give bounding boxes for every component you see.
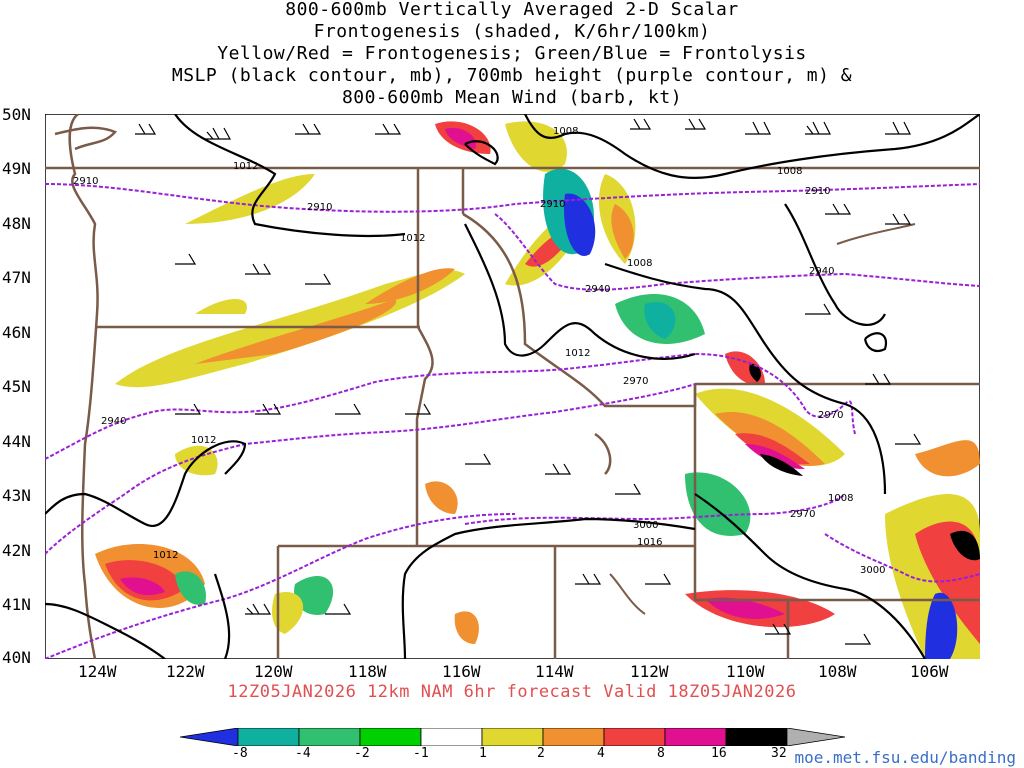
lat-label-47n: 47N [2,268,31,287]
colorbar-label-1: -8 [232,746,248,761]
mslp-label-8: 1012 [153,550,178,561]
colorbar-cell [603,728,666,746]
lat-label-46n: 46N [2,323,31,342]
height-label-11: 3000 [633,520,658,531]
height-label-9: 2970 [818,410,843,421]
colorbar-cell [298,728,361,746]
lon-label-124w: 124W [78,662,117,681]
title-line-5: 800-600mb Mean Wind (barb, kt) [341,87,683,108]
colorbar-cell [542,728,605,746]
mslp-label-4: 1008 [627,258,652,269]
height-label-7: 2940 [101,416,126,427]
lon-label-106w: 106W [910,662,949,681]
source-url: moe.met.fsu.edu/banding [794,748,1016,767]
height-label-6: 2940 [809,266,834,277]
lat-label-42n: 42N [2,541,31,560]
mslp-label-5: 1008 [777,166,802,177]
colorbar-label-6: 2 [537,746,545,761]
colorbar-label-8: 8 [657,746,665,761]
lat-label-48n: 48N [2,214,31,233]
colorbar-cell [180,728,239,746]
height-contours-700mb [45,183,980,659]
colorbar-cell [237,728,300,746]
lon-label-116w: 116W [442,662,481,681]
lon-label-122w: 122W [166,662,205,681]
title-line-3: Yellow/Red = Frontogenesis; Green/Blue =… [217,43,807,64]
height-label-10: 2970 [790,509,815,520]
lat-label-41n: 41N [2,595,31,614]
lon-label-114w: 114W [535,662,574,681]
lon-label-112w: 112W [630,662,669,681]
frontogenesis-shading [95,121,980,659]
mslp-label-9: 1016 [637,537,662,548]
mslp-label-7: 1012 [191,435,216,446]
colorbar-cell [359,728,422,746]
colorbar-label-7: 4 [597,746,605,761]
mslp-contours [45,114,980,659]
colorbar-cells [180,728,845,746]
state-borders [45,114,980,659]
height-label-8: 2970 [623,376,648,387]
height-label-1: 2910 [73,176,98,187]
title-line-1: 800-600mb Vertically Averaged 2-D Scalar [285,0,739,20]
colorbar-cell [725,728,788,746]
colorbar-label-4: -1 [413,746,429,761]
lon-label-110w: 110W [726,662,765,681]
mslp-label-10: 1008 [828,493,853,504]
height-label-12: 3000 [860,565,885,576]
colorbar-cell [481,728,544,746]
height-label-4: 2910 [805,186,830,197]
lon-label-118w: 118W [348,662,387,681]
forecast-valid-time: 12Z05JAN2026 12km NAM 6hr forecast Valid… [227,682,797,702]
colorbar-label-5: 1 [479,746,487,761]
colorbar [180,728,845,746]
colorbar-label-10: 32 [771,746,787,761]
title-line-2: Frontogenesis (shaded, K/6hr/100km) [313,21,711,42]
colorbar-cell [786,728,845,746]
wind-barbs [135,118,922,645]
contour-labels: 1008 1012 1012 1008 1008 1012 1012 1012 … [73,126,885,576]
lat-label-49n: 49N [2,159,31,178]
lat-label-43n: 43N [2,486,31,505]
mslp-label-2: 1012 [233,161,258,172]
colorbar-label-9: 16 [711,746,727,761]
title-line-4: MSLP (black contour, mb), 700mb height (… [171,65,853,86]
lat-label-45n: 45N [2,377,31,396]
lon-label-120w: 120W [254,662,293,681]
lat-label-50n: 50N [2,105,31,124]
colorbar-cell [664,728,727,746]
mslp-label-6: 1012 [565,348,590,359]
lon-label-108w: 108W [818,662,857,681]
mslp-label-3: 1012 [400,233,425,244]
colorbar-cell [420,728,483,746]
lat-label-40n: 40N [2,648,31,667]
colorbar-label-2: -4 [295,746,311,761]
mslp-label-1: 1008 [553,126,578,137]
height-label-3: 2910 [540,199,565,210]
colorbar-label-3: -2 [354,746,370,761]
height-label-5: 2940 [585,284,610,295]
height-label-2: 2910 [307,202,332,213]
lat-label-44n: 44N [2,432,31,451]
lakes [609,223,916,615]
map-panel: 1008 1012 1012 1008 1008 1012 1012 1012 … [45,114,980,659]
